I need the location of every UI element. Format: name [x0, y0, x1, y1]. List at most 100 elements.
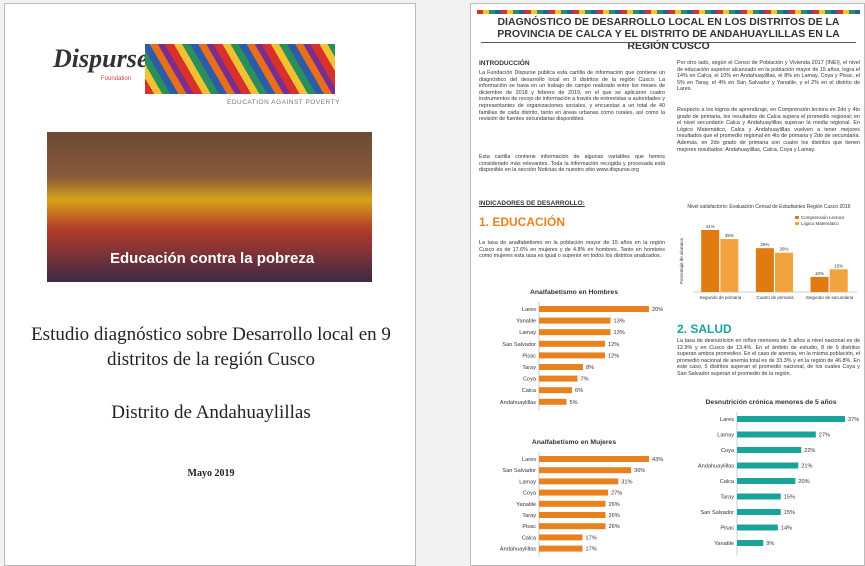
indicators-heading: INDICADORES DE DESARROLLO: [479, 200, 585, 207]
bar [539, 398, 567, 405]
bar [737, 416, 845, 422]
vbar-chart: Nivel satisfactorio: Evaluación Censal d… [679, 204, 857, 300]
intro-paragraph: Esta cartilla contiene información de al… [479, 154, 665, 174]
category-label: Calca [522, 388, 537, 394]
category-label: Lamay [717, 433, 734, 439]
bar [539, 500, 606, 507]
value-label: 8% [586, 365, 594, 371]
chart-title: Nivel satisfactorio: Evaluación Censal d… [687, 204, 850, 210]
value-label: 20% [798, 479, 809, 485]
hbar-chart: Analfabetismo en Hombres Lares 20% Yanatile… [500, 289, 663, 411]
category-label: Taray [720, 495, 734, 501]
category-label: Andahuaylillas [698, 464, 734, 470]
legend-swatch [795, 216, 799, 219]
category-label: Lamay [519, 479, 536, 485]
bar [539, 306, 649, 312]
value-label: 26% [609, 524, 620, 530]
bar [737, 524, 778, 531]
category-label: San Salvador [502, 342, 536, 348]
health-text: La tasa de desnutrición en niños menores… [677, 338, 860, 377]
value-label: 37% [848, 417, 859, 423]
bar [810, 276, 829, 292]
value-label: 41% [706, 224, 715, 229]
value-label: 21% [801, 464, 812, 470]
x-tick-label: Segundo de primaria [699, 295, 741, 300]
category-label: Yanatile [516, 319, 536, 325]
top-band [477, 10, 860, 14]
category-label: San Salvador [700, 510, 734, 516]
category-label: Calca [720, 479, 735, 485]
bar [539, 375, 578, 382]
page-title: DIAGNÓSTICO DE DESARROLLO LOCAL EN LOS D… [497, 16, 840, 52]
value-label: 31% [621, 479, 632, 485]
bar [539, 352, 605, 359]
cover-subtitle: Distrito de Andahuaylillas [111, 402, 311, 423]
value-label: 36% [634, 468, 645, 474]
bar [775, 252, 794, 292]
bar [737, 447, 802, 453]
bar [737, 493, 781, 500]
bar [737, 509, 781, 515]
value-label: 43% [652, 457, 663, 463]
value-label: 17% [585, 535, 596, 541]
value-label: 17% [585, 547, 596, 553]
photo [47, 132, 372, 282]
education-text: La tasa de analfabetismo en la población… [479, 240, 665, 260]
value-label: 10% [815, 271, 824, 276]
bar [737, 540, 764, 546]
value-label: 13% [614, 319, 625, 325]
category-label: Lares [522, 307, 536, 313]
logo-sub: Foundation [101, 76, 132, 82]
health-heading: 2. SALUD [677, 322, 732, 336]
value-label: 5% [570, 400, 578, 406]
bar [539, 467, 632, 474]
bar [539, 329, 611, 336]
intro-heading: INTRODUCCIÓN [479, 60, 530, 67]
bar [829, 269, 848, 292]
cover-title: Estudio diagnóstico sobre Desarrollo loc… [31, 324, 391, 370]
y-axis-label: Porcentaje de alumnos [679, 237, 684, 284]
photo-caption: Educación contra la pobreza [110, 250, 315, 267]
chart-title: Analfabetismo en Mujeres [532, 439, 616, 446]
bar [539, 317, 611, 324]
chart-title: Desnutrición crónica menores de 5 años [705, 399, 836, 406]
bar [539, 489, 609, 496]
category-label: Pisac [720, 526, 734, 532]
legend-label: Comprensión Lectora [801, 215, 845, 220]
category-label: Taray [522, 513, 536, 519]
x-tick-label: Cuarto de primaria [756, 295, 794, 300]
logo: Dispurse [53, 44, 149, 73]
legend-label: Lógico Matemático [801, 221, 839, 226]
value-label: 22% [804, 448, 815, 454]
category-label: Pisac [522, 353, 536, 359]
value-label: 15% [834, 263, 843, 268]
bar [720, 239, 739, 292]
value-label: 27% [819, 433, 830, 439]
cover-page: Dispurse Foundation EDUCATION AGAINST PO… [4, 3, 416, 566]
chart-title: Analfabetismo en Hombres [530, 289, 618, 296]
category-label: Andahuaylillas [500, 400, 536, 406]
category-label: Pisac [522, 524, 536, 530]
education-heading: 1. EDUCACIÓN [479, 215, 566, 229]
bar [737, 431, 816, 438]
value-label: 14% [781, 526, 792, 532]
bar [539, 534, 583, 541]
value-label: 15% [784, 495, 795, 501]
category-label: Yanatile [714, 541, 734, 547]
value-label: 7% [581, 377, 589, 383]
value-label: 26% [609, 513, 620, 519]
category-label: Lamay [519, 330, 536, 336]
bar [539, 545, 583, 552]
value-label: 13% [614, 330, 625, 336]
bar [737, 462, 799, 469]
category-label: Calca [522, 535, 537, 541]
bar [539, 456, 649, 462]
value-label: 15% [784, 510, 795, 516]
category-label: San Salvador [502, 468, 536, 474]
bar [701, 230, 720, 292]
value-label: 9% [766, 541, 774, 547]
value-label: 26% [780, 247, 789, 252]
legend-swatch [795, 222, 799, 225]
value-label: 29% [760, 242, 769, 247]
category-label: Yanatile [516, 502, 536, 508]
